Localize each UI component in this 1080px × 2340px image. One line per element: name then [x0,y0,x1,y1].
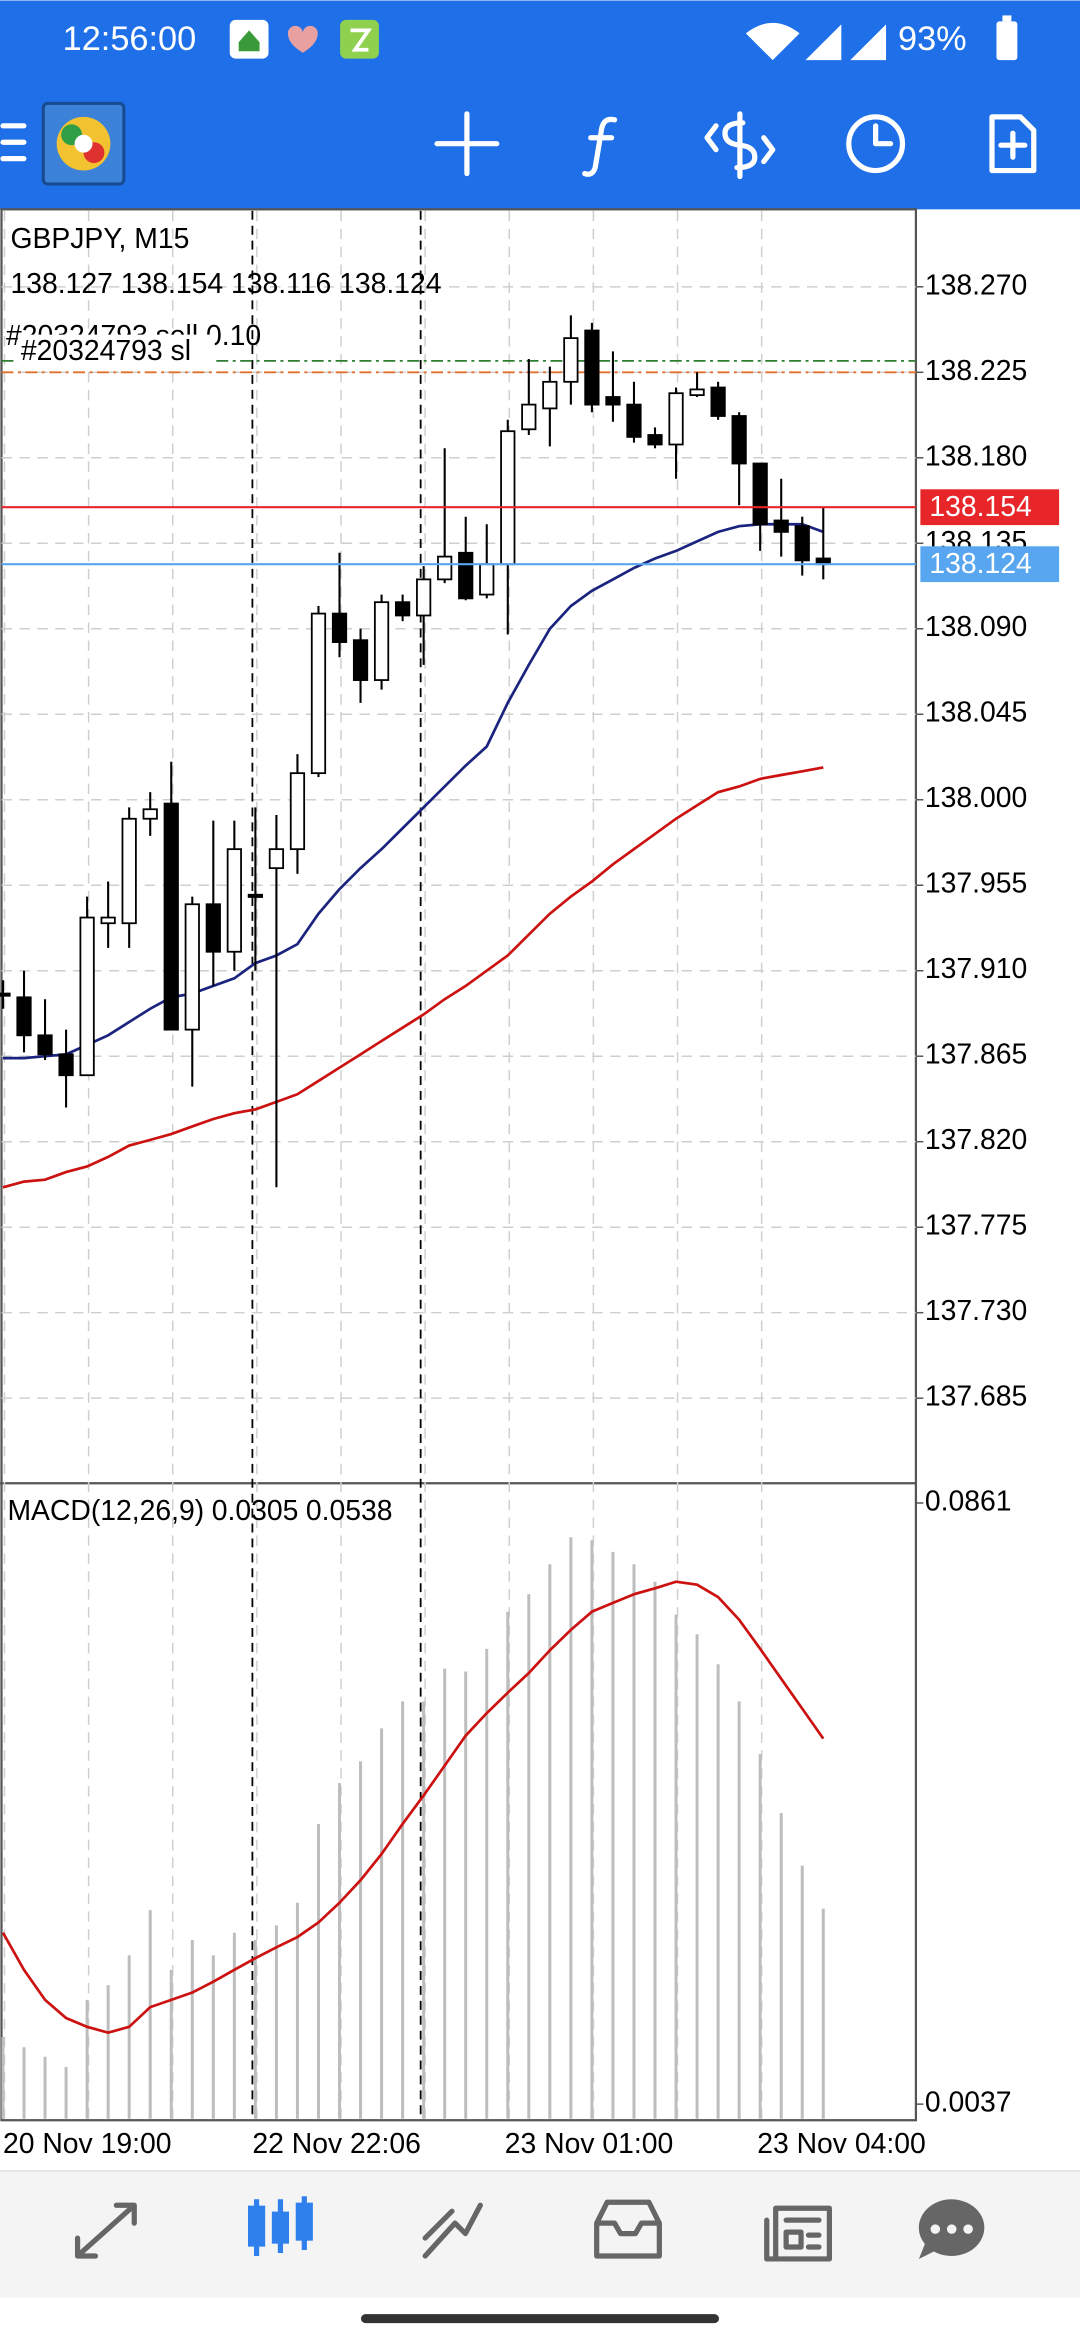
macd-header: MACD(12,26,9) 0.0305 0.0538 [7,1496,392,1528]
candle-body [79,916,95,1077]
y-tick-label: 138.180 [925,440,1027,472]
candle-body [184,903,200,1031]
app-logo[interactable] [41,101,126,186]
y-tick-label: 137.685 [925,1381,1027,1413]
price-label: 138.124 [929,548,1031,580]
candle-body [563,337,579,383]
candle-body [773,519,789,533]
price-label: 138.154 [929,491,1031,523]
indicator-line [2,766,824,1189]
candle-body [605,396,621,406]
candle-body [247,893,263,898]
x-tick-label: 22 Nov 22:06 [252,2128,421,2160]
candle-body [731,415,747,465]
new-order-button[interactable] [989,114,1037,174]
nav-chart[interactable] [247,2196,313,2256]
candle-body [205,903,221,953]
app-header [0,0,1080,210]
candle-body [479,563,495,596]
toolbar [0,101,1037,186]
candle-body [395,601,411,617]
candle-body [268,848,285,870]
candle-body [500,430,516,566]
candle-body [163,802,179,1031]
chart-frame [0,208,918,2122]
candle-body [584,329,600,406]
y-tick-label: 0.0037 [925,2087,1012,2119]
order-label-bg [17,334,215,371]
nav-chat[interactable] [918,2199,985,2259]
candle-body [226,848,242,953]
y-tick-label: 137.820 [925,1124,1027,1156]
candle-body [58,1053,74,1077]
candle-body [100,916,116,925]
y-tick-label: 138.225 [925,355,1027,387]
x-tick-label: 23 Nov 04:00 [757,2128,926,2160]
ohlc-label: 138.127 138.154 138.116 138.124 [10,268,441,300]
order-label: #20324793 sl [21,335,191,367]
x-tick-label: 20 Nov 19:00 [3,2128,172,2160]
menu-button[interactable] [0,123,27,162]
candle-body [289,772,306,851]
y-tick-label: 137.775 [925,1210,1027,1242]
candle-body [352,639,369,681]
nav-history[interactable] [594,2199,662,2259]
candle-body [794,525,810,562]
battery-level: 93% [898,20,967,58]
candle-body [626,403,642,438]
y-tick-label: 138.090 [925,611,1027,643]
nav-news[interactable] [764,2205,833,2262]
candle-body [331,612,348,643]
status-time: 12:56:00 [63,20,197,58]
indicators-button[interactable] [582,116,618,177]
bottom-nav [0,2170,1080,2298]
nav-trade[interactable] [422,2202,483,2259]
candle-body [310,612,327,775]
x-tick-label: 23 Nov 01:00 [505,2128,674,2160]
candle-body [710,386,726,417]
nav-quotes[interactable] [74,2202,137,2259]
candle-body [647,434,663,446]
y-tick-label: 137.955 [925,868,1027,900]
y-tick-label: 137.730 [925,1295,1027,1327]
candle-body [668,392,684,446]
candle-body [458,551,474,600]
candle-body [521,403,537,431]
macd-signal-value: 0.0538 [306,1496,393,1528]
crosshair-button[interactable] [434,111,500,177]
candle-body [0,992,11,997]
candle-body [121,817,137,925]
y-tick-label: 138.000 [925,782,1027,814]
price-label-bg [920,546,1060,583]
candle-body [142,808,158,820]
period-button[interactable] [846,114,906,174]
indicator-line [1,1580,825,2035]
candle-body [752,462,768,526]
y-tick-label: 0.0861 [925,1485,1012,1517]
candle-body [16,996,32,1037]
macd-title: MACD(12,26,9) [7,1496,204,1528]
home-indicator [360,2314,720,2324]
nav-icons [74,2196,985,2262]
trade-button[interactable] [704,111,776,180]
price-label-bg [920,489,1060,526]
macd-value: 0.0305 [212,1496,299,1528]
y-tick-label: 137.865 [925,1039,1027,1071]
candle-body [373,601,390,681]
symbol-title: GBPJPY, M15 [10,223,189,255]
candle-body [37,1034,53,1056]
y-tick-label: 137.910 [925,953,1027,985]
candle-body [542,380,558,410]
candle-body [416,578,432,617]
indicator-line [2,522,824,1060]
y-tick-label: 138.270 [925,269,1027,301]
candle-body [437,555,453,581]
y-tick-label: 138.045 [925,697,1027,729]
candle-body [689,388,705,397]
